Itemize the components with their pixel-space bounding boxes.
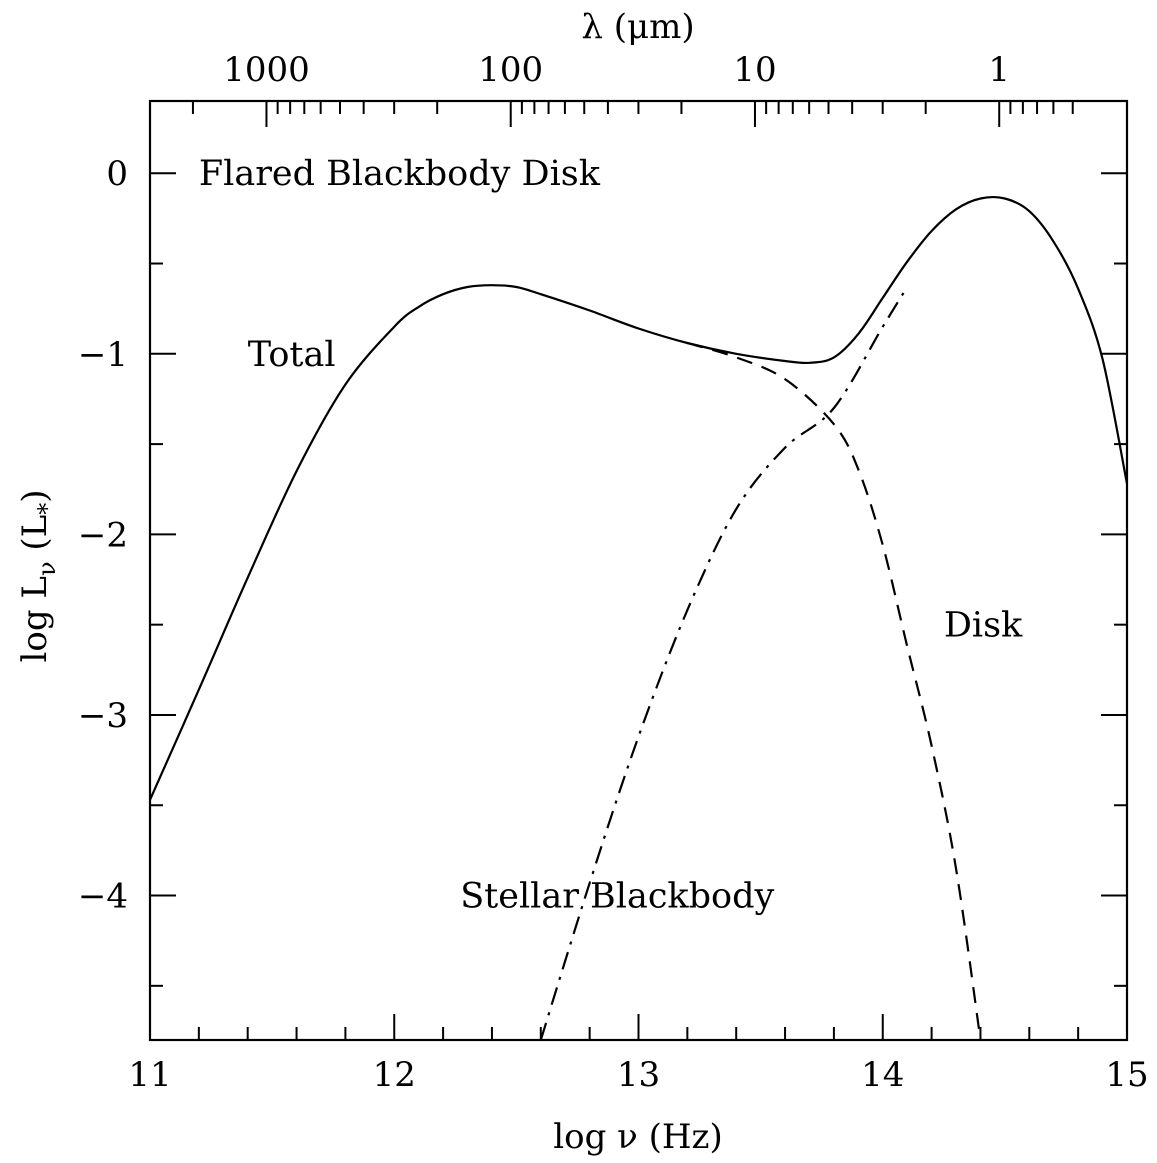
x-tick-label: 14	[861, 1055, 904, 1095]
top-tick-label: 1	[988, 50, 1010, 90]
series-line-dashdot	[539, 286, 909, 1040]
y-tick-labels: 0 −1 −2 −3 −4	[78, 154, 128, 916]
minor-ticks	[150, 101, 1127, 1040]
annotation-label: Disk	[944, 606, 1023, 646]
y-axis-title: log Lν (L*)	[15, 489, 61, 662]
y-tick-label: −3	[78, 696, 128, 736]
top-tick-label: 1000	[223, 50, 310, 90]
x-tick-label: 13	[617, 1055, 660, 1095]
y-tick-label: −4	[78, 877, 128, 917]
x-tick-label: 11	[128, 1055, 171, 1095]
y-tick-label: 0	[106, 154, 128, 194]
annotation-label: Stellar Blackbody	[460, 877, 774, 917]
y-axis-title-paren-sub: *	[33, 503, 61, 515]
top-tick-label: 100	[478, 50, 543, 90]
x-axis-title: log ν (Hz)	[553, 1117, 723, 1157]
y-axis-title-close: )	[15, 489, 55, 502]
series-line-dashed	[686, 341, 982, 1040]
plot-frame	[148, 99, 1129, 1042]
y-axis-title-sub: ν	[33, 561, 61, 576]
annotations: Flared Blackbody Disk Total Disk Stellar Bl…	[199, 154, 1023, 916]
x-tick-label: 12	[373, 1055, 416, 1095]
top-tick-labels: 1000 100 10 1	[223, 50, 1010, 90]
y-axis-title-paren: (L	[15, 515, 55, 562]
y-tick-label: −2	[78, 515, 128, 555]
y-axis-title-main: log L	[15, 576, 55, 663]
x-tick-labels: 11 12 13 14 15	[128, 1055, 1148, 1095]
x-tick-label: 15	[1105, 1055, 1148, 1095]
top-tick-label: 10	[733, 50, 776, 90]
major-ticks	[150, 101, 1127, 1040]
series-line-solid	[150, 195, 1127, 801]
annotation-label: Total	[248, 335, 336, 375]
annotation-label: Flared Blackbody Disk	[199, 154, 601, 194]
series-layer	[150, 195, 1127, 1040]
y-tick-label: −1	[78, 335, 128, 375]
top-axis-title: λ (μm)	[581, 7, 694, 47]
